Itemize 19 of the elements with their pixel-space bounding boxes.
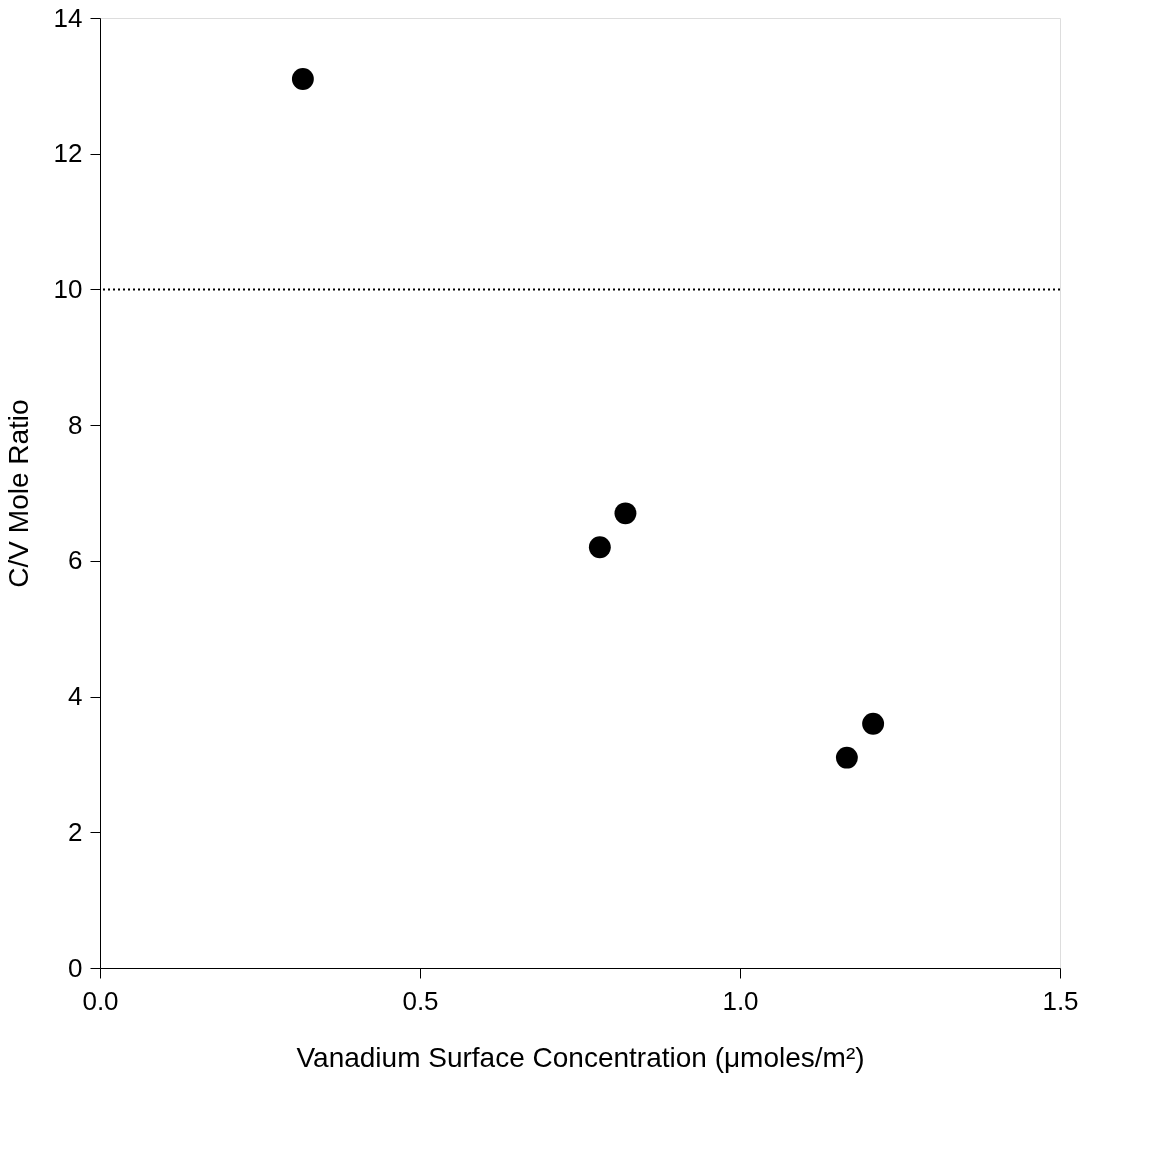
x-tick-label: 1.5 (1042, 985, 1079, 1016)
y-tick-label: 12 (53, 138, 83, 169)
y-axis-title: C/V Mole Ratio (2, 399, 34, 588)
y-tick-label: 2 (68, 816, 83, 847)
y-tick-label: 8 (68, 409, 83, 440)
point (862, 712, 885, 735)
y-tick-label: 6 (68, 545, 83, 576)
y-tick-label: 4 (68, 681, 83, 712)
y-tick-label: 10 (53, 273, 83, 304)
point (588, 536, 611, 559)
point (835, 746, 858, 769)
x-tick-label: 0.0 (82, 985, 119, 1016)
y-tick-label: 14 (53, 2, 83, 33)
x-tick-label: 1.0 (722, 985, 759, 1016)
x-axis-title: Vanadium Surface Concentration (μmoles/m²) (296, 1041, 865, 1073)
y-tick-label: 0 (68, 952, 83, 983)
point (614, 502, 637, 525)
point (291, 68, 314, 90)
x-tick-label: 0.5 (402, 985, 439, 1016)
